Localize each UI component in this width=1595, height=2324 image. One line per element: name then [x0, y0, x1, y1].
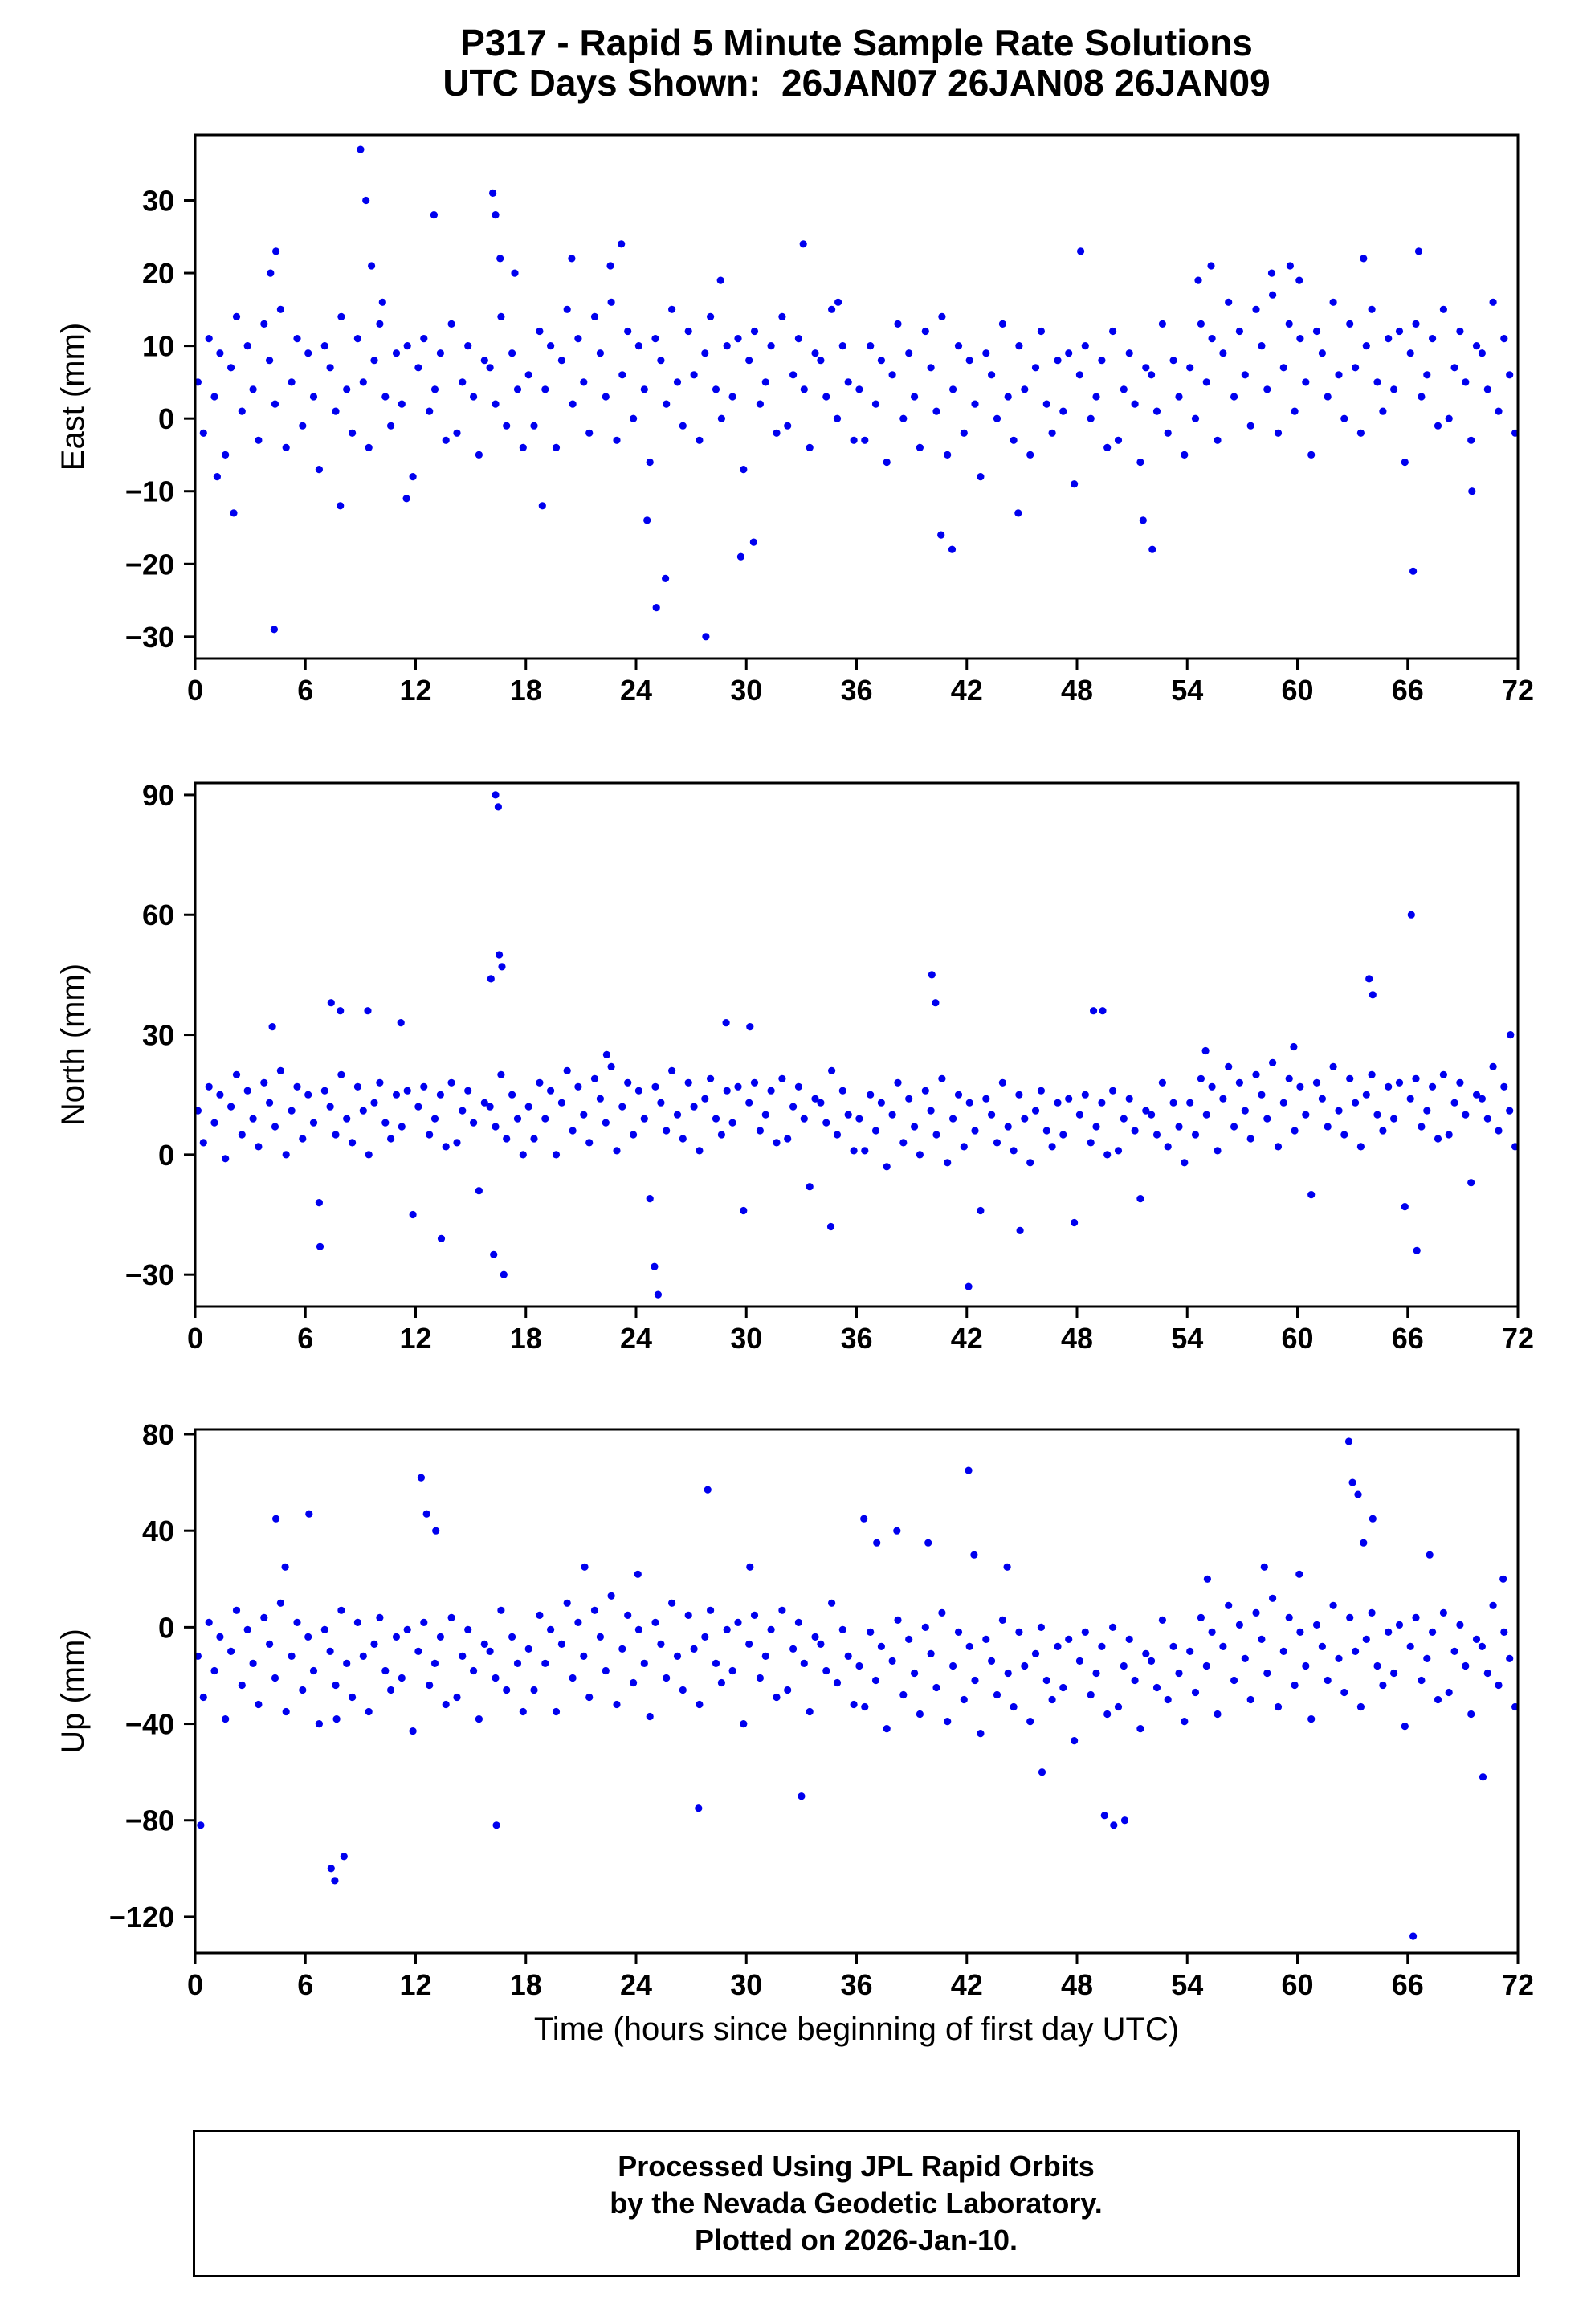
svg-text:−40: −40 — [125, 1708, 174, 1741]
svg-text:−80: −80 — [125, 1804, 174, 1837]
svg-text:0: 0 — [187, 674, 203, 707]
up-scatter-plot: 0 6 12 18 24 30 36 42 48 54 60 66 72 −120 −80 −40 0 40 80 — [109, 1418, 1534, 2001]
svg-text:42: 42 — [951, 1968, 983, 2001]
svg-text:66: 66 — [1392, 1322, 1424, 1355]
svg-text:0: 0 — [158, 1611, 174, 1644]
east-scatter-plot: 0 6 12 18 24 30 36 42 48 54 60 66 72 −30 −20 −10 0 10 20 30 — [125, 133, 1534, 707]
svg-text:60: 60 — [1281, 1322, 1313, 1355]
svg-text:60: 60 — [1281, 1968, 1313, 2001]
footer-line2: by the Nevada Geodetic Laboratory. — [610, 2187, 1103, 2220]
svg-text:−120: −120 — [109, 1901, 174, 1934]
svg-text:30: 30 — [730, 1322, 762, 1355]
svg-text:30: 30 — [142, 185, 174, 218]
svg-text:30: 30 — [730, 1968, 762, 2001]
svg-text:6: 6 — [297, 674, 313, 707]
svg-text:18: 18 — [510, 674, 542, 707]
svg-text:−20: −20 — [125, 548, 174, 581]
svg-text:80: 80 — [142, 1418, 174, 1451]
svg-text:0: 0 — [187, 1968, 203, 2001]
svg-text:−30: −30 — [125, 1258, 174, 1291]
svg-text:66: 66 — [1392, 1968, 1424, 2001]
svg-text:42: 42 — [951, 1322, 983, 1355]
svg-text:36: 36 — [840, 1968, 872, 2001]
figure-title-line1: P317 - Rapid 5 Minute Sample Rate Soluti… — [460, 22, 1253, 63]
svg-text:10: 10 — [142, 330, 174, 363]
svg-text:18: 18 — [510, 1968, 542, 2001]
svg-text:48: 48 — [1061, 1322, 1093, 1355]
svg-text:72: 72 — [1502, 1968, 1534, 2001]
svg-text:54: 54 — [1171, 674, 1203, 707]
footer-line3: Plotted on 2026-Jan-10. — [694, 2224, 1018, 2257]
svg-text:48: 48 — [1061, 674, 1093, 707]
svg-text:24: 24 — [620, 1322, 652, 1355]
svg-text:20: 20 — [142, 257, 174, 290]
svg-text:72: 72 — [1502, 1322, 1534, 1355]
svg-text:−10: −10 — [125, 475, 174, 508]
svg-text:12: 12 — [399, 1968, 431, 2001]
svg-text:48: 48 — [1061, 1968, 1093, 2001]
svg-text:0: 0 — [187, 1322, 203, 1355]
svg-text:54: 54 — [1171, 1968, 1203, 2001]
svg-text:60: 60 — [142, 899, 174, 932]
footer-box: Processed Using JPL Rapid Orbits by the … — [193, 2130, 1520, 2277]
svg-text:18: 18 — [510, 1322, 542, 1355]
svg-text:54: 54 — [1171, 1322, 1203, 1355]
svg-text:12: 12 — [399, 674, 431, 707]
figure-title-line2: UTC Days Shown: 26JAN07 26JAN08 26JAN09 — [443, 62, 1271, 104]
svg-text:24: 24 — [620, 674, 652, 707]
footer-line1: Processed Using JPL Rapid Orbits — [618, 2150, 1095, 2183]
svg-text:−30: −30 — [125, 621, 174, 654]
time-axis-label: Time (hours since beginning of first day… — [533, 2012, 1180, 2047]
svg-text:12: 12 — [399, 1322, 431, 1355]
svg-text:0: 0 — [158, 402, 174, 435]
svg-text:66: 66 — [1392, 674, 1424, 707]
svg-text:0: 0 — [158, 1139, 174, 1172]
svg-text:72: 72 — [1502, 674, 1534, 707]
svg-text:42: 42 — [951, 674, 983, 707]
svg-text:30: 30 — [142, 1019, 174, 1052]
svg-text:6: 6 — [297, 1322, 313, 1355]
svg-text:90: 90 — [142, 779, 174, 812]
svg-text:6: 6 — [297, 1968, 313, 2001]
svg-text:30: 30 — [730, 674, 762, 707]
north-scatter-plot: 0 6 12 18 24 30 36 42 48 54 60 66 72 −30 0 30 60 90 — [125, 779, 1534, 1355]
svg-text:24: 24 — [620, 1968, 652, 2001]
svg-text:36: 36 — [840, 1322, 872, 1355]
svg-text:40: 40 — [142, 1515, 174, 1547]
svg-text:60: 60 — [1281, 674, 1313, 707]
svg-text:36: 36 — [840, 674, 872, 707]
